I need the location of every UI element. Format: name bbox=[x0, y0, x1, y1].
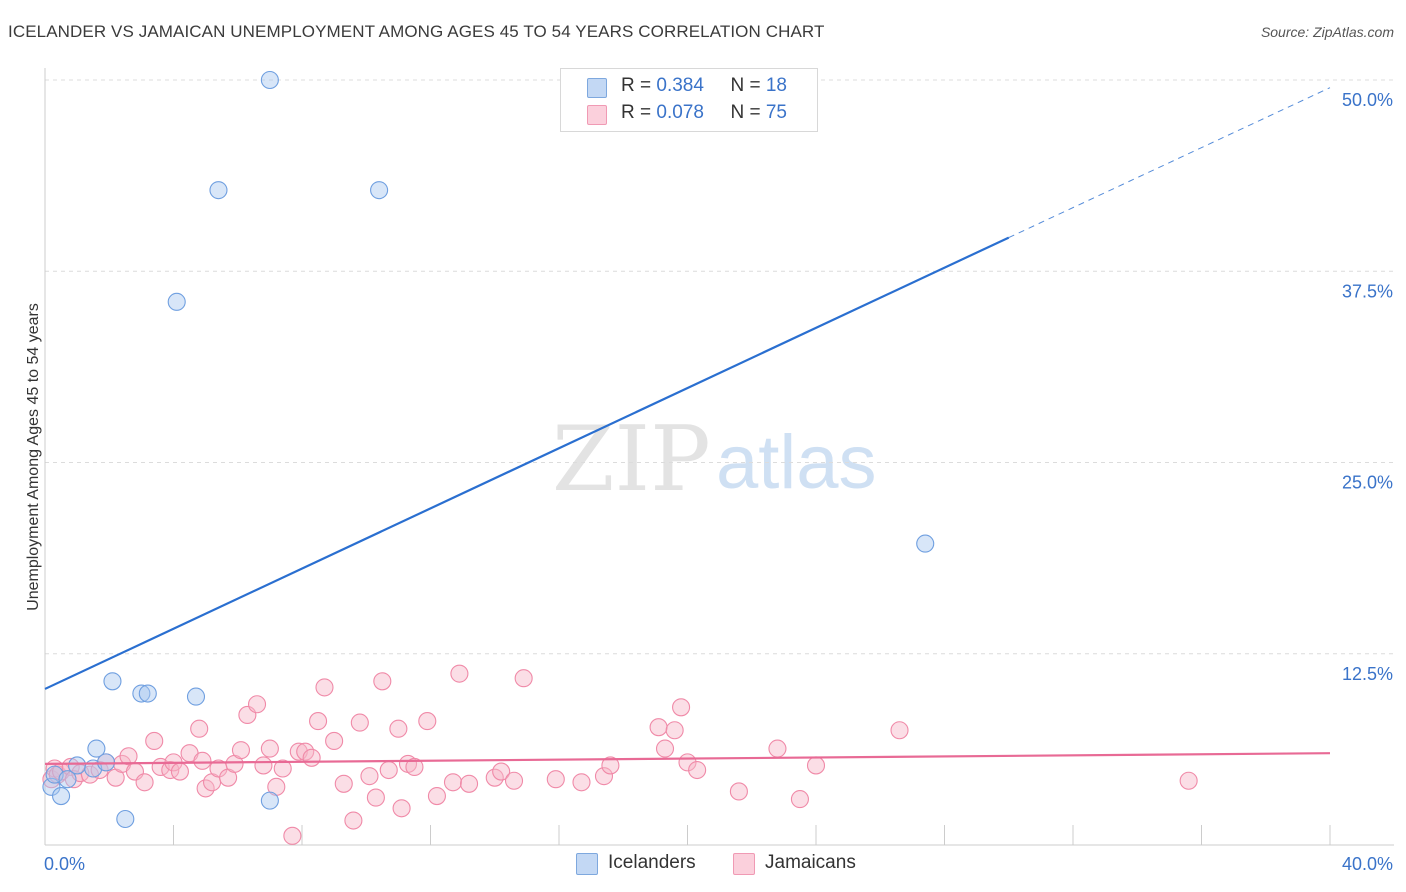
jamaican-point bbox=[366, 788, 385, 807]
bottom-legend-label-icelanders: Icelanders bbox=[608, 852, 696, 873]
icelander-point bbox=[103, 672, 122, 691]
icelander-point bbox=[209, 181, 228, 200]
jamaican-point bbox=[334, 774, 353, 793]
jamaican-point bbox=[344, 811, 363, 830]
y-axis-title: Unemployment Among Ages 45 to 54 years bbox=[25, 303, 42, 611]
jamaican-point bbox=[283, 826, 302, 845]
jamaican-point bbox=[392, 799, 411, 818]
bottom-legend-label-jamaicans: Jamaicans bbox=[765, 852, 856, 873]
jamaican-point bbox=[254, 756, 273, 775]
legend-n-label: N = bbox=[730, 102, 766, 123]
jamaican-point bbox=[315, 678, 334, 697]
legend-r-label: R = bbox=[621, 102, 657, 123]
chart-title: ICELANDER VS JAMAICAN UNEMPLOYMENT AMONG… bbox=[8, 22, 825, 41]
icelander-point bbox=[58, 770, 77, 789]
icelander-point bbox=[116, 809, 135, 829]
jamaican-point bbox=[665, 721, 684, 740]
legend-swatch-icelanders bbox=[587, 78, 607, 98]
jamaican-point bbox=[119, 747, 138, 766]
jamaican-point bbox=[135, 773, 154, 792]
legend-swatch-jamaicans bbox=[587, 105, 607, 125]
icelander-trend-line bbox=[44, 236, 1010, 690]
jamaican-point bbox=[170, 762, 189, 781]
jamaican-point bbox=[90, 760, 109, 780]
jamaican-trend-line bbox=[44, 752, 1331, 766]
jamaican-point bbox=[418, 712, 437, 731]
jamaican-point bbox=[790, 790, 809, 809]
bottom-legend-swatch-icelanders bbox=[576, 853, 598, 875]
jamaican-point bbox=[688, 760, 707, 780]
y-tick-label: 37.5% bbox=[1342, 281, 1393, 301]
jamaican-point bbox=[427, 786, 446, 806]
jamaican-point bbox=[360, 767, 379, 786]
jamaican-point bbox=[594, 767, 614, 786]
y-tick-label: 25.0% bbox=[1342, 473, 1393, 493]
x-tick-label: 0.0% bbox=[44, 854, 85, 874]
icelander-trend-extension bbox=[1008, 87, 1331, 239]
jamaican-point bbox=[309, 712, 328, 731]
jamaican-point bbox=[768, 739, 787, 758]
legend-r-value: 0.384 bbox=[656, 75, 704, 96]
icelander-point bbox=[916, 534, 935, 553]
legend-n-value: 75 bbox=[765, 102, 787, 123]
jamaican-point bbox=[1179, 771, 1198, 790]
jamaican-point bbox=[459, 774, 479, 793]
legend-r-label: R = bbox=[621, 75, 657, 96]
grid-layer bbox=[45, 79, 1394, 655]
legend-r-value: 0.078 bbox=[656, 102, 704, 123]
jamaican-point bbox=[514, 669, 533, 688]
y-tick-label: 12.5% bbox=[1342, 664, 1393, 684]
jamaican-point bbox=[672, 698, 691, 717]
jamaican-point bbox=[231, 741, 251, 760]
icelander-point bbox=[370, 181, 389, 200]
jamaican-point bbox=[492, 762, 511, 781]
jamaican-point bbox=[302, 748, 321, 767]
jamaican-point bbox=[504, 771, 524, 790]
trend-layer bbox=[44, 87, 1331, 766]
legend-n-value: 18 bbox=[765, 75, 787, 96]
icelander-point bbox=[167, 292, 186, 311]
jamaican-point bbox=[443, 773, 463, 792]
jamaican-point bbox=[649, 718, 668, 737]
icelander-point bbox=[52, 786, 71, 806]
jamaican-point bbox=[145, 731, 164, 751]
jamaican-point bbox=[655, 739, 675, 758]
icelander-point bbox=[132, 684, 151, 703]
icelander-point bbox=[186, 687, 206, 706]
jamaican-point bbox=[601, 756, 620, 775]
label-layer: 12.5% 25.0% 37.5% 50.0% 0.0% 40.0% bbox=[44, 90, 1393, 874]
jamaican-point bbox=[546, 770, 565, 789]
x-tick-label: 40.0% bbox=[1342, 854, 1393, 874]
bottom-legend-swatch-jamaicans bbox=[733, 853, 755, 875]
legend-n-label: N = bbox=[730, 75, 766, 96]
axis-layer bbox=[44, 68, 1394, 846]
watermark-atlas: atlas bbox=[716, 420, 877, 505]
jamaican-point bbox=[193, 751, 212, 770]
y-tick-label: 50.0% bbox=[1342, 90, 1393, 110]
jamaican-point bbox=[405, 757, 424, 777]
stats-legend: R = 0.384 N = 18 R = 0.078 N = 75 bbox=[560, 68, 818, 132]
jamaican-point bbox=[729, 782, 748, 801]
jamaican-point bbox=[389, 719, 408, 738]
jamaican-point bbox=[273, 759, 292, 778]
watermark-zip: ZIP bbox=[552, 407, 711, 512]
jamaican-point bbox=[890, 721, 909, 740]
jamaican-point bbox=[806, 756, 826, 775]
jamaican-point bbox=[350, 713, 369, 732]
jamaican-point bbox=[450, 664, 469, 683]
jamaican-point bbox=[190, 719, 209, 738]
jamaican-point bbox=[325, 731, 344, 751]
jamaican-point bbox=[379, 760, 398, 780]
jamaican-point bbox=[572, 773, 591, 792]
jamaican-point bbox=[247, 695, 267, 714]
icelander-point bbox=[260, 791, 279, 810]
icelander-point bbox=[138, 684, 157, 703]
icelander-point bbox=[87, 739, 106, 758]
jamaican-point bbox=[260, 739, 279, 758]
jamaican-point bbox=[373, 672, 392, 691]
icelander-point bbox=[260, 70, 279, 90]
source-label: Source: ZipAtlas.com bbox=[1260, 24, 1394, 40]
icelander-point bbox=[68, 756, 87, 775]
